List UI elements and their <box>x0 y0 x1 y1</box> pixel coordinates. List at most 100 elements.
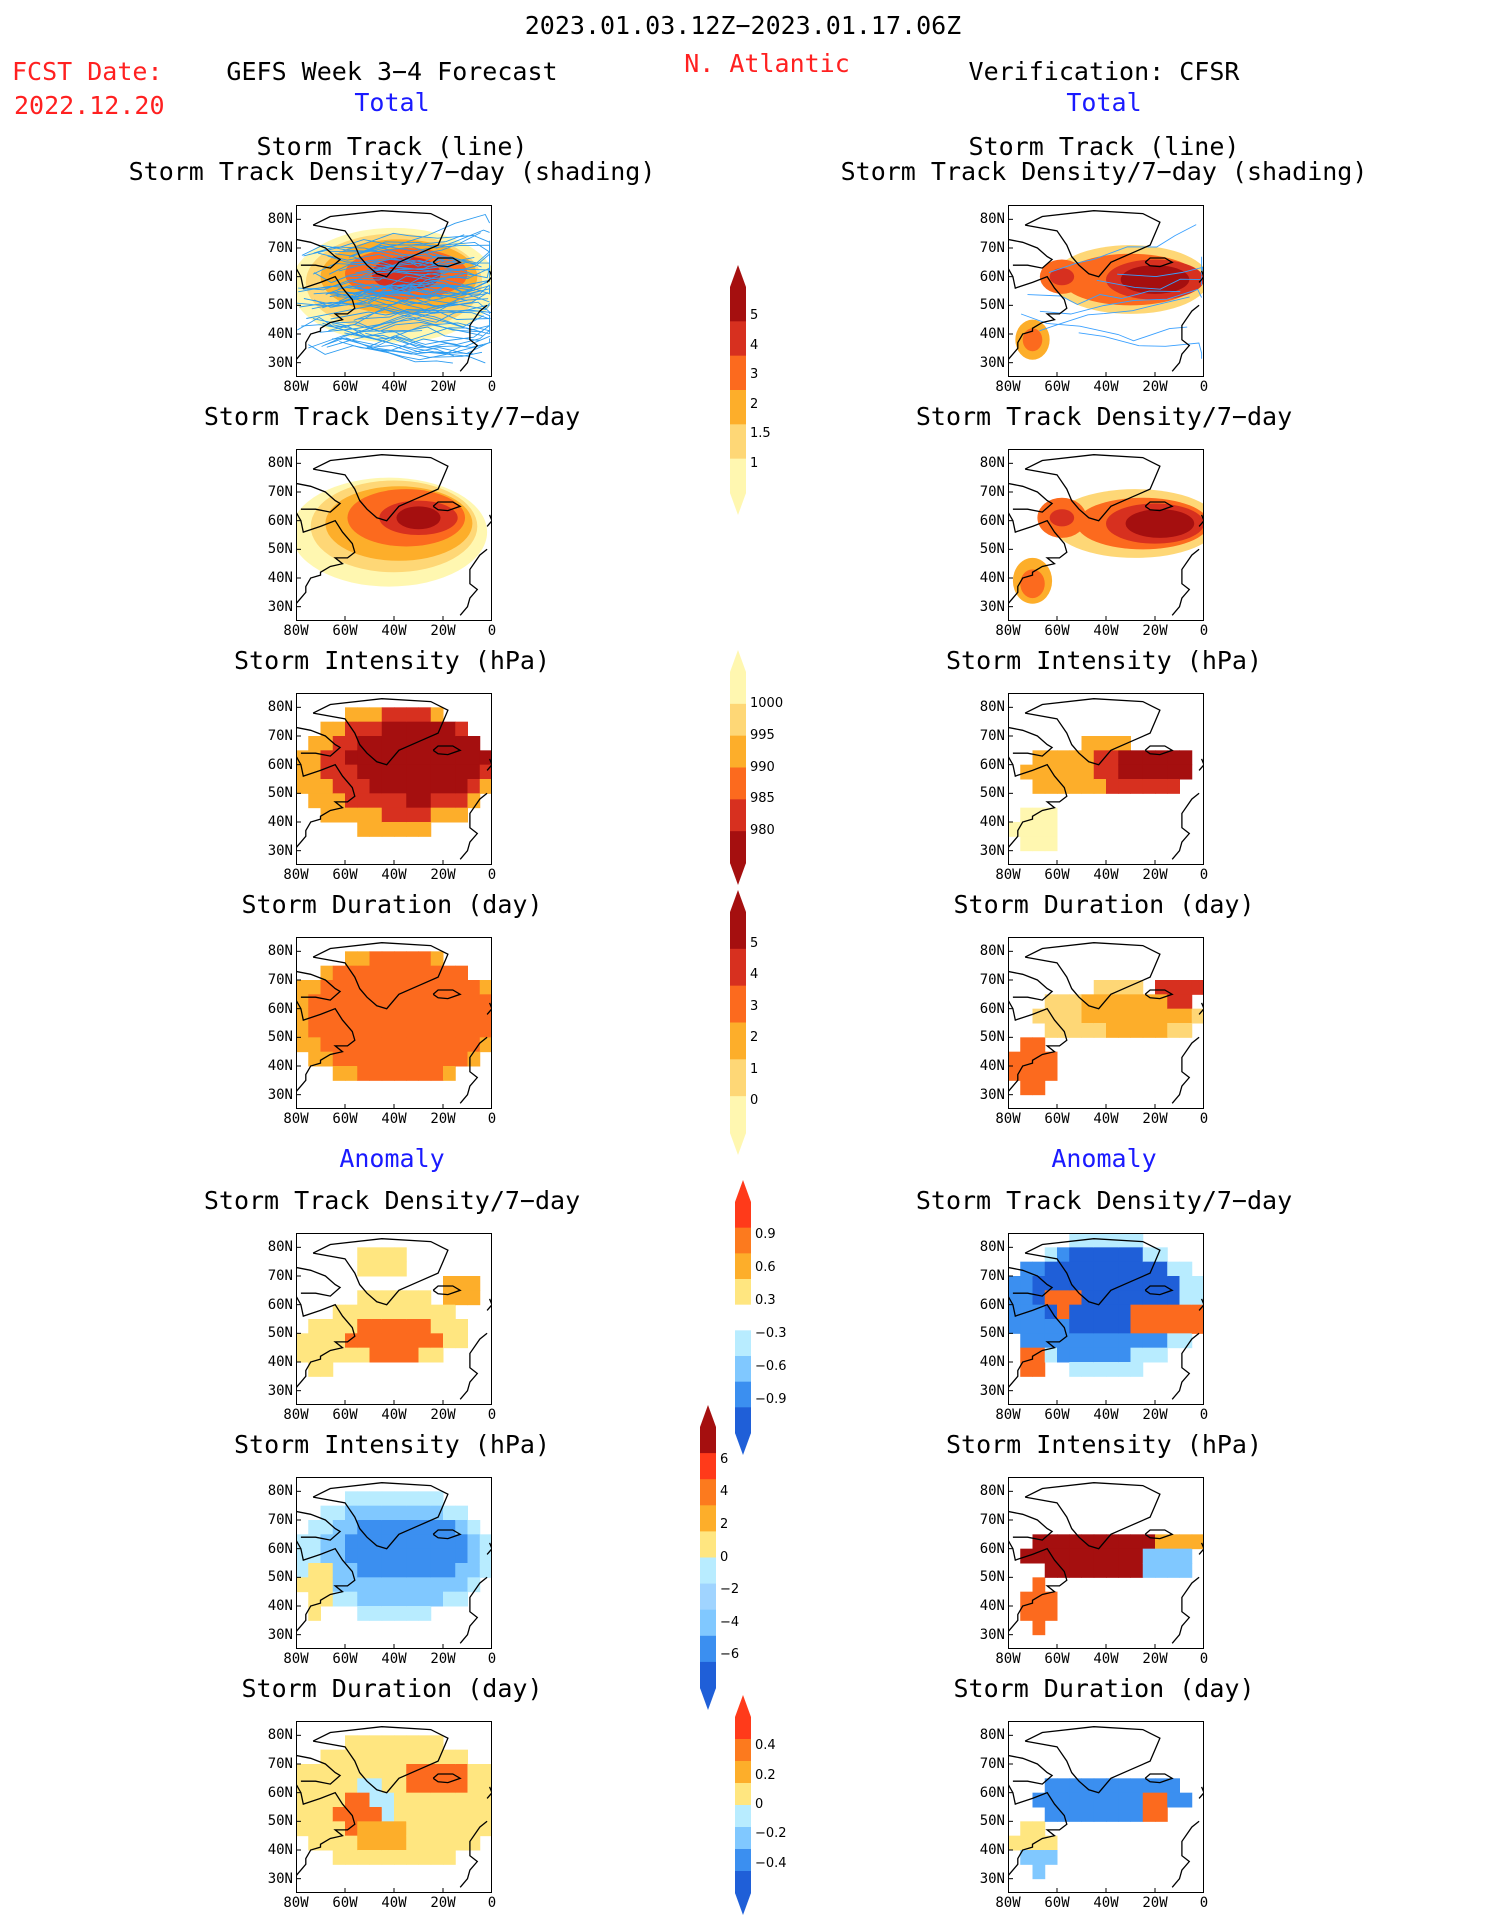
grid-cell <box>1093 1792 1107 1808</box>
grid-cell <box>381 1247 395 1263</box>
grid-cell <box>1167 980 1180 995</box>
grid-cell <box>1020 1591 1033 1607</box>
grid-cell <box>320 750 334 766</box>
lat-tick-label: 30N <box>979 842 1005 859</box>
colorbar-swatch <box>735 1871 751 1894</box>
storm-track-line <box>338 284 475 299</box>
colorbar-swatch <box>700 1453 716 1480</box>
coastline <box>296 999 356 1093</box>
grid-cell <box>296 1023 309 1038</box>
lat-tick-label: 70N <box>979 1268 1005 1284</box>
coastline <box>296 1783 356 1877</box>
grid-cell <box>369 721 383 737</box>
grid-cell <box>1167 1563 1180 1578</box>
coastline <box>1008 1510 1054 1541</box>
grid-cell <box>1142 1261 1156 1277</box>
grid-cell <box>1167 1778 1180 1794</box>
coastline <box>1198 1786 1204 1799</box>
colorbar-bottom-arrow <box>730 863 746 885</box>
grid-cell <box>1142 779 1156 794</box>
grid-cell <box>1179 1792 1193 1808</box>
grid-cell <box>1020 1347 1033 1363</box>
lat-tick-label: 40N <box>979 1058 1005 1074</box>
grid-cell <box>1118 994 1131 1010</box>
grid-cell <box>394 1792 407 1808</box>
grid-cell <box>1057 1548 1070 1564</box>
grid-cell <box>455 1333 468 1349</box>
grid-cell <box>418 1333 432 1349</box>
coastline <box>296 1754 342 1785</box>
grid-cell <box>320 1749 334 1765</box>
grid-cell <box>1020 807 1033 823</box>
grid-cell <box>1093 1304 1107 1320</box>
grid-cell <box>357 1520 370 1535</box>
colorbar-swatch <box>730 767 746 800</box>
grid-cell <box>381 1066 395 1081</box>
grid-cell <box>1020 1606 1033 1621</box>
grid-cell <box>1020 1066 1033 1081</box>
grid-cell <box>1044 1563 1058 1578</box>
grid-cell <box>308 779 321 794</box>
storm-track-line <box>326 326 480 348</box>
lat-tick-label: 70N <box>267 240 293 256</box>
lat-tick-label: 60N <box>979 1296 1005 1313</box>
storm-track-line <box>330 309 491 320</box>
grid-cell <box>357 1534 370 1550</box>
grid-cell <box>1093 1347 1107 1363</box>
grid-cell <box>1130 1548 1144 1564</box>
grid-cell <box>1118 1290 1131 1306</box>
colorbar-bottom-arrow <box>735 1433 751 1455</box>
grid-cell <box>394 1764 407 1779</box>
colorbar-swatch <box>735 1330 751 1357</box>
map-panel-cfsr-anom-density: 80N 70N 60N 50N 40N 30N 80W 60W 40W 20W 0 <box>980 1233 1208 1422</box>
grid-cell <box>455 1563 468 1578</box>
grid-cell <box>430 1333 444 1349</box>
storm-track-line <box>338 260 491 279</box>
coastline <box>1171 304 1200 372</box>
grid-cell <box>394 1735 407 1751</box>
colorbar-svg <box>735 1180 751 1455</box>
grid-cell <box>1155 1023 1168 1038</box>
grid-cell <box>332 1778 346 1794</box>
lon-tick-label: 80W <box>995 867 1021 883</box>
grid-cell <box>1069 1333 1082 1349</box>
grid-cell <box>418 1577 432 1593</box>
grid-cell <box>394 807 407 823</box>
title-gefs-track-shading: Storm Track Density/7−day (shading) <box>128 157 656 186</box>
lat-tick-label: 50N <box>979 785 1005 802</box>
grid-cell <box>467 793 481 809</box>
grid-cell <box>430 1792 444 1808</box>
map-panel-cfsr-anom-intensity: 80N 70N 60N 50N 40N 30N 80W 60W 40W 20W 0 <box>980 1477 1208 1666</box>
lat-tick-label: 60N <box>979 512 1005 529</box>
grid-cell <box>345 1835 358 1851</box>
grid-cell <box>332 994 346 1010</box>
grid-cell <box>1032 1864 1046 1880</box>
coastline <box>432 257 462 268</box>
grid-cell <box>1130 1778 1144 1794</box>
grid-cell <box>418 822 432 837</box>
grid-cell <box>406 1333 419 1349</box>
grid-cell <box>1118 1023 1131 1038</box>
grid-cell <box>1118 1333 1131 1349</box>
storm-track-line <box>332 337 484 361</box>
fcst-date-value: 2022.12.20 <box>14 91 165 120</box>
lat-tick-label: 30N <box>979 1086 1005 1103</box>
grid-cell <box>1020 1080 1033 1096</box>
grid-cell <box>443 1276 456 1291</box>
grid-cell <box>394 764 407 780</box>
grid-cell <box>394 1066 407 1081</box>
storm-track-line <box>356 283 491 297</box>
grid-cell <box>1057 1304 1070 1320</box>
lon-tick-label: 20W <box>1142 1895 1168 1911</box>
grid-cell <box>308 1591 321 1607</box>
grid-cell <box>1081 736 1095 751</box>
grid-cell <box>1069 1807 1082 1822</box>
lon-tick-label: 40W <box>1093 1895 1119 1911</box>
lon-tick-label: 80W <box>283 1111 309 1127</box>
grid-cell <box>1118 980 1131 995</box>
colorbar-tick-label: 4 <box>750 967 759 983</box>
grid-cell <box>369 1491 383 1507</box>
grid-cell <box>1106 779 1119 794</box>
grid-cell <box>394 779 407 794</box>
grid-cell <box>1167 750 1180 766</box>
